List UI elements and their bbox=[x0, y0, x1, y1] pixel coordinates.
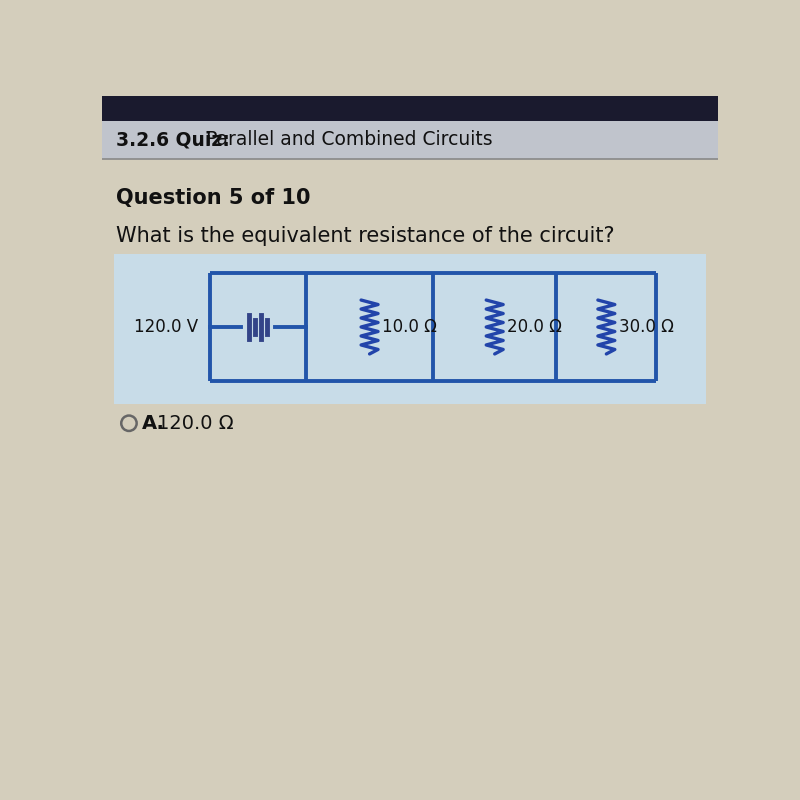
Text: A.: A. bbox=[142, 414, 165, 433]
Text: Question 5 of 10: Question 5 of 10 bbox=[116, 188, 310, 208]
Text: What is the equivalent resistance of the circuit?: What is the equivalent resistance of the… bbox=[116, 226, 614, 246]
Bar bbox=[114, 254, 706, 404]
Text: 20.0 Ω: 20.0 Ω bbox=[507, 318, 562, 336]
Bar bbox=[102, 121, 718, 159]
Bar bbox=[102, 96, 718, 121]
Text: 120.0 V: 120.0 V bbox=[134, 318, 198, 336]
Text: 10.0 Ω: 10.0 Ω bbox=[382, 318, 437, 336]
Text: 30.0 Ω: 30.0 Ω bbox=[618, 318, 674, 336]
Text: 3.2.6 Quiz:: 3.2.6 Quiz: bbox=[116, 130, 230, 150]
Text: 120.0 Ω: 120.0 Ω bbox=[158, 414, 234, 433]
Text: Parallel and Combined Circuits: Parallel and Combined Circuits bbox=[194, 130, 493, 150]
